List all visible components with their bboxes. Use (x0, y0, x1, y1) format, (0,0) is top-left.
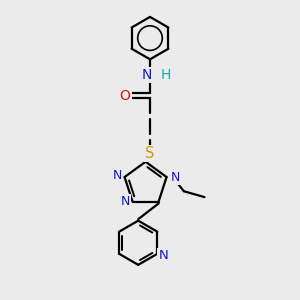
Text: S: S (145, 146, 155, 161)
Text: N: N (121, 195, 130, 208)
Text: H: H (161, 68, 171, 82)
Text: N: N (158, 249, 168, 262)
Text: N: N (142, 68, 152, 82)
Text: N: N (112, 169, 122, 182)
Text: O: O (119, 88, 130, 103)
Text: N: N (171, 170, 180, 184)
